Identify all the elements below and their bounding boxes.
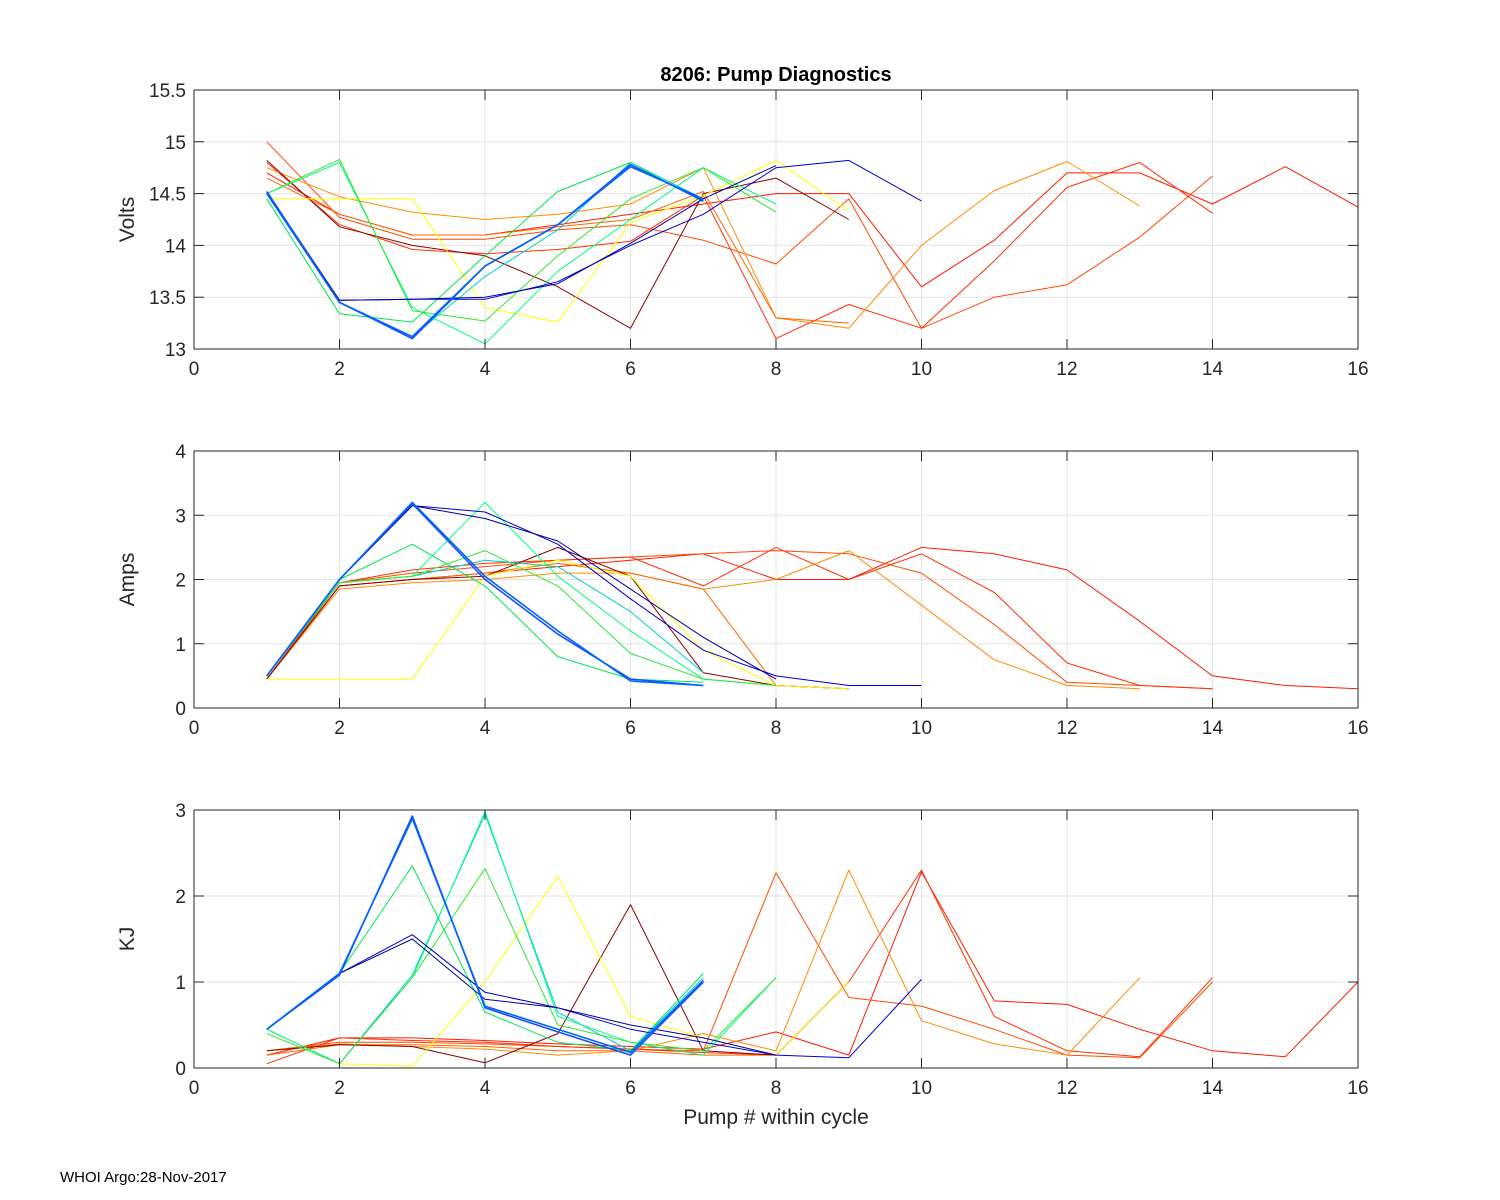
volts-x-tick-label: 10 bbox=[911, 359, 932, 380]
figure-title: 8206: Pump Diagnostics bbox=[660, 64, 891, 86]
volts-y-tick-label: 14 bbox=[165, 236, 187, 257]
kj-series-p2 bbox=[266, 872, 1213, 1059]
volts-x-tick-label: 6 bbox=[625, 359, 636, 380]
volts-series-p7 bbox=[266, 159, 850, 323]
volts-x-tick-label: 2 bbox=[334, 359, 345, 380]
amps-x-tick-label: 12 bbox=[1056, 718, 1077, 739]
volts-y-tick-label: 13 bbox=[165, 340, 186, 361]
volts-series-p5 bbox=[266, 177, 849, 324]
volts-series-p13 bbox=[266, 165, 777, 301]
kj-y-tick-label: 0 bbox=[175, 1059, 186, 1080]
volts-y-tick-label: 13.5 bbox=[149, 288, 186, 309]
amps-y-tick-label: 3 bbox=[175, 506, 186, 527]
kj-x-tick-label: 10 bbox=[911, 1078, 932, 1099]
volts-y-tick-label: 14.5 bbox=[149, 185, 186, 206]
kj-series-p5 bbox=[266, 981, 850, 1056]
kj-x-tick-label: 8 bbox=[771, 1078, 782, 1099]
kj-series-p3 bbox=[266, 869, 1213, 1065]
kj-series-p10 bbox=[266, 868, 777, 1065]
kj-x-axis-label: Pump # within cycle bbox=[683, 1106, 869, 1129]
amps-y-tick-label: 0 bbox=[175, 699, 186, 720]
amps-x-tick-label: 8 bbox=[771, 718, 782, 739]
amps-y-tick-label: 2 bbox=[175, 571, 186, 592]
kj-series-p13 bbox=[266, 938, 777, 1056]
kj-x-tick-label: 0 bbox=[189, 1078, 200, 1099]
volts-series-p9 bbox=[266, 162, 777, 345]
kj-y-tick-label: 3 bbox=[175, 801, 186, 822]
kj-x-tick-label: 6 bbox=[625, 1078, 636, 1099]
kj-x-tick-label: 16 bbox=[1347, 1078, 1368, 1099]
volts-x-tick-label: 12 bbox=[1056, 359, 1077, 380]
amps-x-tick-label: 4 bbox=[480, 718, 491, 739]
volts-y-tick-label: 15 bbox=[165, 133, 186, 154]
volts-x-tick-label: 16 bbox=[1347, 359, 1368, 380]
kj-y-axis-label: KJ bbox=[116, 927, 139, 952]
volts-series-p15 bbox=[266, 165, 704, 338]
volts-series-p3 bbox=[266, 162, 1213, 340]
kj-series-p15 bbox=[266, 817, 704, 1054]
volts-x-tick-label: 8 bbox=[771, 359, 782, 380]
kj-series-p14 bbox=[266, 815, 704, 1056]
amps-x-tick-label: 10 bbox=[911, 718, 932, 739]
kj-y-tick-label: 2 bbox=[175, 887, 186, 908]
kj-x-tick-label: 14 bbox=[1202, 1078, 1224, 1099]
volts-y-tick-label: 15.5 bbox=[149, 81, 186, 102]
amps-x-tick-label: 0 bbox=[189, 718, 200, 739]
amps-series-p15 bbox=[266, 501, 704, 687]
kj-x-tick-label: 4 bbox=[480, 1078, 491, 1099]
amps-series-p10 bbox=[266, 550, 777, 686]
kj-series-p1 bbox=[266, 871, 1359, 1058]
kj-series-p6 bbox=[266, 904, 850, 1064]
kj-y-tick-label: 1 bbox=[175, 973, 186, 994]
volts-x-tick-label: 14 bbox=[1202, 359, 1224, 380]
amps-x-tick-label: 2 bbox=[334, 718, 345, 739]
amps-y-tick-label: 1 bbox=[175, 635, 186, 656]
volts-series-p11 bbox=[266, 162, 704, 323]
volts-series-p2 bbox=[266, 141, 1213, 329]
amps-y-tick-label: 4 bbox=[175, 442, 186, 463]
volts-panel: 0 2 4 6 8 10 12 14 16 13 13.5 14 14.5 15 15.5 Volts bbox=[116, 81, 1369, 380]
amps-series-p7 bbox=[266, 559, 849, 690]
volts-x-tick-label: 0 bbox=[189, 359, 200, 380]
footer-caption: WHOI Argo:28-Nov-2017 bbox=[60, 1169, 227, 1186]
amps-series-p6 bbox=[266, 546, 849, 690]
amps-x-tick-label: 14 bbox=[1202, 718, 1224, 739]
amps-y-axis-label: Amps bbox=[116, 553, 139, 607]
amps-series-p3 bbox=[266, 546, 1213, 690]
amps-x-tick-label: 6 bbox=[625, 718, 636, 739]
kj-x-tick-label: 2 bbox=[334, 1078, 345, 1099]
kj-x-tick-label: 12 bbox=[1056, 1078, 1077, 1099]
volts-series-p10 bbox=[266, 158, 777, 322]
amps-x-tick-label: 16 bbox=[1347, 718, 1368, 739]
volts-x-tick-label: 4 bbox=[480, 359, 491, 380]
kj-series-p12 bbox=[266, 934, 922, 1059]
volts-y-axis-label: Volts bbox=[116, 197, 139, 243]
